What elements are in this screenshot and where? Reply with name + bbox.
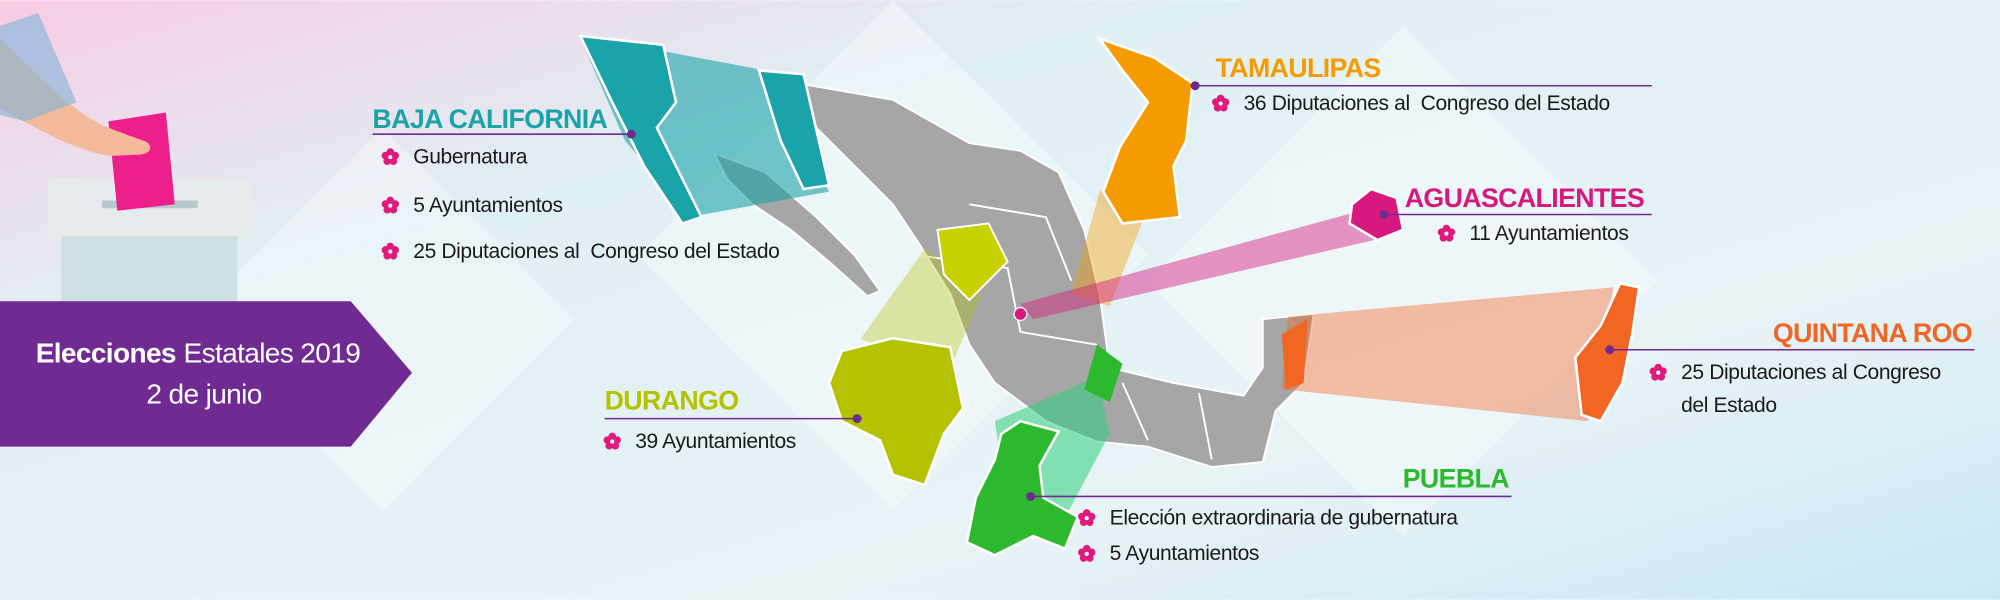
state-aguascalientes-marker [1013, 307, 1028, 322]
banner-title-rest: Estatales 2019 [184, 338, 361, 369]
state-aguascalientes [1348, 187, 1405, 242]
state-name: QUINTANA ROO [1773, 318, 1972, 348]
leader-dot [1379, 210, 1389, 220]
state-item: 36 Diputaciones al Congreso del Estado [1244, 92, 1610, 115]
state-quintana-roo-marker [1281, 319, 1308, 390]
beam-aguascalientes [1020, 204, 1391, 320]
leader-dot [1026, 491, 1036, 501]
leader-dot [626, 129, 636, 139]
state-item: 5 Ayuntamientos [1110, 542, 1259, 565]
leader-dot [1190, 81, 1200, 91]
state-name: PUEBLA [1403, 464, 1510, 494]
state-item: 39 Ayuntamientos [635, 430, 796, 453]
state-name: DURANGO [605, 386, 739, 416]
banner-title-bold: Elecciones [36, 338, 176, 369]
leader-dot [852, 414, 862, 424]
state-item: 5 Ayuntamientos [413, 194, 562, 217]
state-puebla [965, 419, 1080, 557]
state-item: 11 Ayuntamientos [1469, 222, 1628, 245]
state-name: BAJA CALIFORNIA [372, 104, 607, 134]
state-item: 25 Diputaciones al Congreso [1681, 361, 1941, 384]
banner-title: Elecciones Estatales 2019 [36, 338, 360, 369]
state-durango-marker [936, 222, 1009, 302]
leader-dot [1605, 345, 1615, 355]
state-tamaulipas [1096, 35, 1194, 225]
state-durango [827, 336, 965, 487]
state-puebla-marker [1084, 344, 1123, 403]
state-item: Gubernatura [413, 146, 528, 169]
state-name: AGUASCALIENTES [1405, 183, 1644, 213]
state-baja-california-detail [757, 68, 831, 191]
state-name: TAMAULIPAS [1216, 53, 1381, 83]
beam-quintana-roo [1281, 287, 1614, 422]
state-item: Elección extraordinaria de gubernatura [1110, 506, 1459, 529]
banner-date: 2 de junio [146, 378, 261, 409]
banner [0, 301, 412, 447]
state-labels: BAJA CALIFORNIA Gubernatura 5 Ayuntamiento… [372, 53, 1975, 565]
state-item: del Estado [1681, 394, 1777, 417]
state-item: 25 Diputaciones al Congreso del Estado [413, 240, 779, 263]
